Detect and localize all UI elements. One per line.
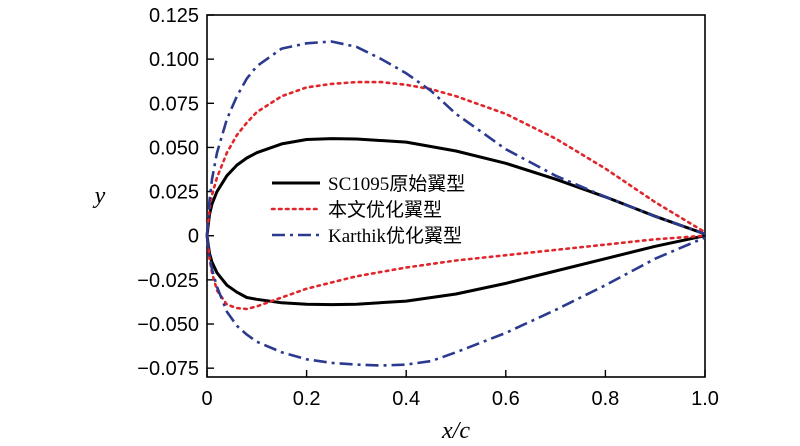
legend-label-1: SC1095原始翼型: [328, 173, 465, 195]
series-1-upper-line: [205, 137, 706, 236]
x-tick-label: 0.6: [492, 388, 520, 410]
x-tick-label: 0: [201, 388, 212, 410]
y-tick-label: −0.050: [137, 314, 199, 336]
y-tick-label: −0.075: [137, 358, 199, 380]
x-axis-title: x/c: [441, 418, 470, 444]
series-3: [205, 40, 706, 367]
series-3-lower-line: [205, 235, 706, 367]
x-tick-label: 0.8: [591, 388, 619, 410]
y-tick-label: −0.025: [137, 270, 199, 292]
x-tick-label: 0.4: [392, 388, 420, 410]
series-layer: [205, 40, 707, 367]
plot-frame: [206, 14, 706, 378]
y-tick-label: 0.050: [149, 137, 199, 159]
series-3-upper-line: [205, 40, 706, 236]
legend-label-3: Karthik优化翼型: [328, 225, 462, 247]
y-axis: 0.125 0.100 0.075 0.050 0.025 0 −0.025 −0.050 −0…: [137, 5, 214, 380]
y-axis-title: y: [93, 183, 106, 209]
x-axis: 0 0.2 0.4 0.6 0.8 1.0: [201, 370, 719, 410]
series-2-upper-line: [205, 80, 707, 237]
series-2: [205, 80, 707, 311]
legend-label-2: 本文优化翼型: [328, 199, 442, 221]
y-tick-label: 0.025: [149, 182, 199, 204]
y-tick-label: 0.075: [149, 93, 199, 115]
series-1: [205, 137, 706, 307]
series-1-lower-line: [205, 234, 706, 307]
plot-area: [206, 14, 706, 378]
y-tick-label: 0: [188, 226, 199, 248]
y-tick-label: 0.125: [149, 5, 199, 27]
x-tick-label: 0.2: [293, 388, 321, 410]
y-tick-label: 0.100: [149, 49, 199, 71]
x-tick-label: 1.0: [691, 388, 719, 410]
